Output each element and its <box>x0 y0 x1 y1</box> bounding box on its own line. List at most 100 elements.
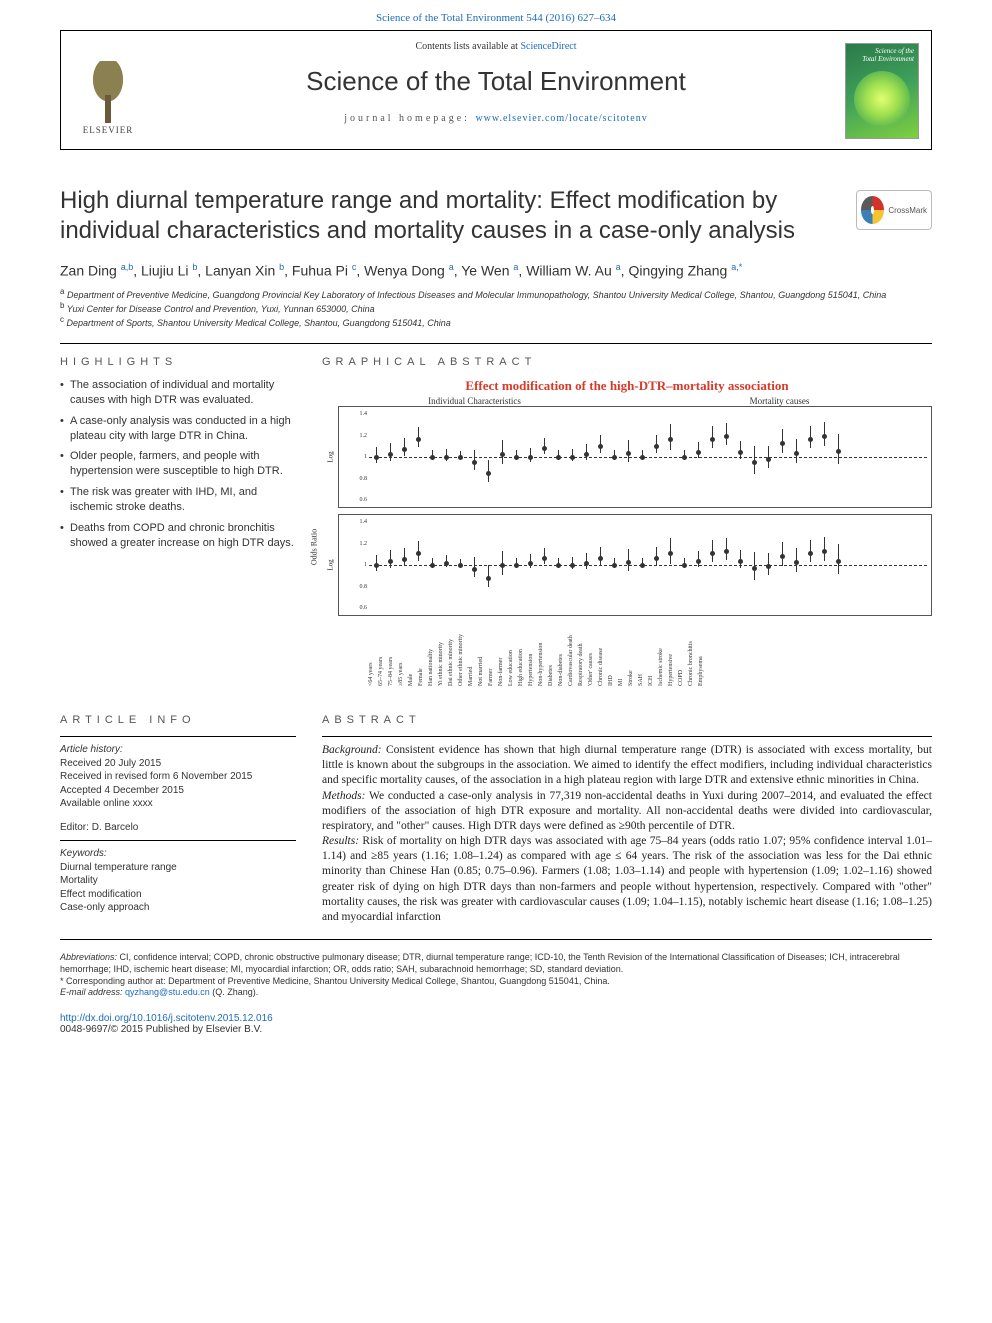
ga-point <box>472 567 477 572</box>
ga-point <box>444 455 449 460</box>
doi-link[interactable]: http://dx.doi.org/10.1016/j.scitotenv.20… <box>60 1013 932 1024</box>
ga-point <box>640 455 645 460</box>
ga-point <box>612 563 617 568</box>
ga-point <box>402 557 407 562</box>
divider <box>60 840 296 841</box>
ga-point <box>486 576 491 581</box>
keyword: Diurnal temperature range <box>60 861 296 875</box>
ga-point <box>780 441 785 446</box>
abstract-heading: ABSTRACT <box>322 714 932 726</box>
ga-point <box>542 446 547 451</box>
highlight-item: The association of individual and mortal… <box>60 378 296 408</box>
article-info-heading: ARTICLE INFO <box>60 714 296 726</box>
ga-ylabel-outer: Odds Ratio <box>310 529 319 565</box>
ga-point <box>822 549 827 554</box>
crossmark-label: CrossMark <box>888 206 927 215</box>
ga-point <box>416 551 421 556</box>
ga-point <box>388 452 393 457</box>
affiliations: a Department of Preventive Medicine, Gua… <box>60 287 932 329</box>
ga-point <box>766 457 771 462</box>
ga-point <box>808 551 813 556</box>
ga-point <box>738 450 743 455</box>
ga-point <box>654 444 659 449</box>
elsevier-tree-icon <box>78 61 138 123</box>
editor-line: Editor: D. Barcelo <box>60 821 296 835</box>
highlights-list: The association of individual and mortal… <box>60 378 296 550</box>
ga-point <box>836 449 841 454</box>
header-center: Contents lists available at ScienceDirec… <box>61 31 931 124</box>
ga-point <box>556 563 561 568</box>
ga-point <box>514 455 519 460</box>
ga-point <box>500 563 505 568</box>
ga-point <box>444 561 449 566</box>
cover-title: Science of theTotal Environment <box>846 44 918 63</box>
journal-name: Science of the Total Environment <box>61 66 931 97</box>
ga-point <box>724 434 729 439</box>
ga-panel-1: Log 1.41.210.80.6 <box>338 406 932 508</box>
email-link[interactable]: qyzhang@stu.edu.cn <box>123 987 210 997</box>
ga-ylabel-inner-2: Log <box>327 559 335 570</box>
ga-point <box>514 563 519 568</box>
ga-point <box>626 560 631 565</box>
ga-ylabel-inner-1: Log <box>327 451 335 462</box>
divider <box>60 939 932 940</box>
ga-point <box>696 559 701 564</box>
ga-point <box>528 455 533 460</box>
copyright-line: 0048-9697/© 2015 Published by Elsevier B… <box>60 1024 932 1035</box>
ga-points-1 <box>369 411 927 503</box>
ga-point <box>402 447 407 452</box>
homepage-link[interactable]: www.elsevier.com/locate/scitotenv <box>475 113 647 124</box>
journal-header: ELSEVIER Contents lists available at Sci… <box>60 30 932 150</box>
highlight-item: Deaths from COPD and chronic bronchitis … <box>60 521 296 551</box>
ga-point <box>472 460 477 465</box>
keyword: Case-only approach <box>60 901 296 915</box>
ga-point <box>598 444 603 449</box>
ga-point <box>794 451 799 456</box>
elsevier-logo: ELSEVIER <box>73 47 143 135</box>
journal-homepage-line: journal homepage: www.elsevier.com/locat… <box>61 113 931 124</box>
ga-point <box>556 455 561 460</box>
ga-point <box>416 437 421 442</box>
ga-point <box>682 563 687 568</box>
crossmark-icon <box>861 196 884 224</box>
top-citation: Science of the Total Environment 544 (20… <box>0 0 992 30</box>
graphical-abstract: Effect modification of the high-DTR–mort… <box>322 378 932 698</box>
journal-cover-thumb: Science of theTotal Environment <box>845 43 919 139</box>
ga-points-2 <box>369 519 927 611</box>
ga-point <box>458 455 463 460</box>
ga-point <box>584 561 589 566</box>
divider <box>322 736 932 737</box>
ga-point <box>682 455 687 460</box>
ga-point <box>808 437 813 442</box>
ga-point <box>668 551 673 556</box>
footer: http://dx.doi.org/10.1016/j.scitotenv.20… <box>60 1013 932 1035</box>
keyword: Effect modification <box>60 888 296 902</box>
ga-point <box>430 563 435 568</box>
divider <box>60 736 296 737</box>
ga-point <box>612 455 617 460</box>
ga-point <box>696 450 701 455</box>
ga-point <box>570 563 575 568</box>
ga-point <box>822 434 827 439</box>
ga-xlabel: Emphysema <box>698 676 770 686</box>
ga-point <box>710 551 715 556</box>
ga-yticks-2: 1.41.210.80.6 <box>347 519 367 611</box>
ga-panel-2: Log 1.41.210.80.6 <box>338 514 932 616</box>
keywords-block: Keywords: Diurnal temperature rangeMorta… <box>60 847 296 915</box>
ga-point <box>626 451 631 456</box>
highlight-item: The risk was greater with IHD, MI, and i… <box>60 485 296 515</box>
ga-point <box>570 455 575 460</box>
sciencedirect-link[interactable]: ScienceDirect <box>520 41 576 52</box>
contents-line: Contents lists available at ScienceDirec… <box>61 41 931 52</box>
cover-swirl-icon <box>854 71 910 127</box>
crossmark-badge[interactable]: CrossMark <box>856 190 932 230</box>
citation-link[interactable]: Science of the Total Environment 544 (20… <box>376 12 616 24</box>
ga-point <box>668 437 673 442</box>
ga-title: Effect modification of the high-DTR–mort… <box>322 378 932 394</box>
footnotes: Abbreviations: CI, confidence interval; … <box>60 952 932 999</box>
ga-point <box>374 563 379 568</box>
highlight-item: Older people, farmers, and people with h… <box>60 449 296 479</box>
highlights-heading: HIGHLIGHTS <box>60 356 296 368</box>
ga-point <box>458 563 463 568</box>
authors-line: Zan Ding a,b, Liujiu Li b, Lanyan Xin b,… <box>60 262 932 279</box>
